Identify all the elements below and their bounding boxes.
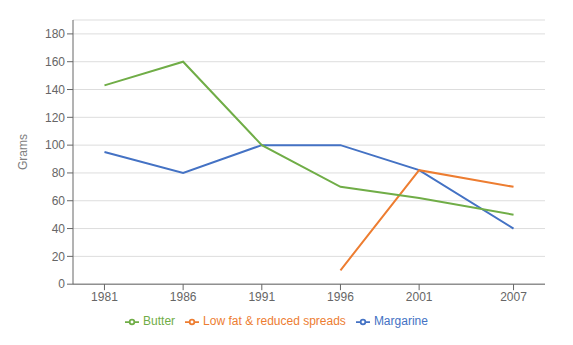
svg-text:2007: 2007 bbox=[500, 290, 527, 304]
svg-text:1996: 1996 bbox=[327, 290, 354, 304]
svg-text:160: 160 bbox=[45, 55, 65, 69]
svg-text:120: 120 bbox=[45, 111, 65, 125]
svg-text:80: 80 bbox=[52, 166, 66, 180]
svg-text:100: 100 bbox=[45, 138, 65, 152]
svg-text:2001: 2001 bbox=[406, 290, 433, 304]
svg-text:20: 20 bbox=[52, 250, 66, 264]
svg-text:1991: 1991 bbox=[248, 290, 275, 304]
svg-text:60: 60 bbox=[52, 194, 66, 208]
svg-text:140: 140 bbox=[45, 83, 65, 97]
svg-text:1986: 1986 bbox=[170, 290, 197, 304]
html-text:Butter: Butter bbox=[143, 314, 176, 329]
svg-text:1981: 1981 bbox=[91, 290, 118, 304]
svg-text:180: 180 bbox=[45, 27, 65, 41]
svg-text:40: 40 bbox=[52, 222, 66, 236]
svg-text:Grams: Grams bbox=[16, 134, 30, 170]
html-text:Low fat & reduced spreads: Low fat & reduced spreads bbox=[203, 314, 346, 329]
html-text:Margarine: Margarine bbox=[373, 314, 428, 329]
svg-text:0: 0 bbox=[58, 277, 65, 291]
